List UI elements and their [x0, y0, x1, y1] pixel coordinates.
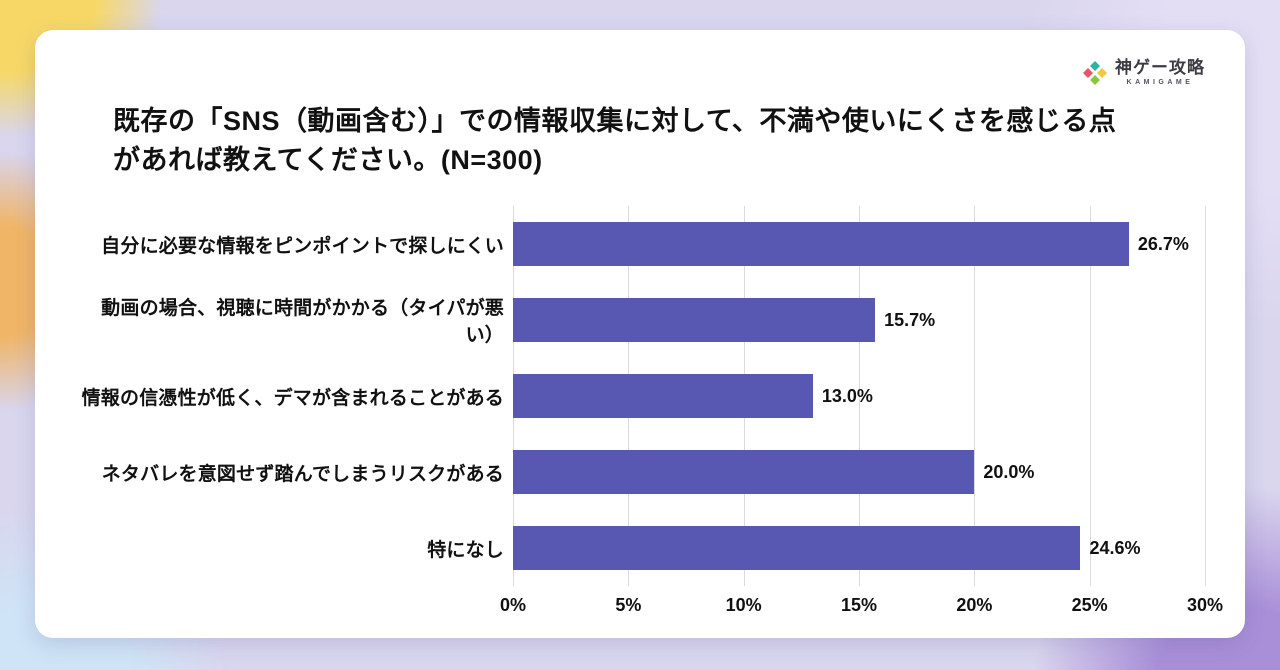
category-label: 自分に必要な情報をピンポイントで探しにくい: [101, 235, 504, 257]
category-labels: 自分に必要な情報をピンポイントで探しにくい動画の場合、視聴に時間がかかる（タイパ…: [75, 206, 513, 620]
bar: [513, 374, 813, 419]
bar-row: 15.7%: [513, 282, 1205, 358]
chart-rows: 26.7% 15.7% 13.0% 20.0% 24.6%: [513, 206, 1205, 586]
bar: [513, 298, 876, 343]
gridline: [974, 206, 976, 587]
category-label: 動画の場合、視聴に時間がかかる（タイパが悪い）: [101, 298, 504, 347]
bar: [513, 222, 1129, 267]
kamigame-logo: 神ゲー攻略 KAMIGAME: [1082, 56, 1205, 90]
category-label: 情報の信憑性が低く、デマが含まれることがある: [81, 387, 504, 409]
gridline: [1089, 206, 1091, 587]
bar-value-label: 20.0%: [983, 461, 1035, 482]
x-tick-label: 20%: [956, 595, 993, 616]
x-tick-label: 25%: [1071, 595, 1108, 616]
logo-row: 神ゲー攻略 KAMIGAME: [75, 56, 1205, 90]
category-label: ネタバレを意図せず踏んでしまうリスクがある: [101, 463, 504, 485]
bar-value-label: 15.7%: [884, 309, 936, 330]
logo-name: 神ゲー攻略: [1115, 58, 1205, 78]
bar: [513, 450, 975, 495]
bar-row: 26.7%: [513, 206, 1205, 282]
chart-title: 既存の「SNS（動画含む）」での情報収集に対して、不満や使いにくさを感じる点があ…: [113, 106, 1117, 176]
gridline: [1205, 206, 1206, 587]
x-tick-label: 5%: [615, 595, 642, 616]
x-tick-label: 30%: [1186, 595, 1224, 616]
x-tick-label: 0%: [499, 595, 527, 616]
gridline: [859, 206, 860, 587]
chart-card: 神ゲー攻略 KAMIGAME 既存の「SNS（動画含む）」での情報収集に対して、…: [35, 30, 1245, 638]
bar: [513, 526, 1081, 571]
bar-value-label: 13.0%: [821, 385, 873, 406]
logo-subtitle: KAMIGAME: [1126, 79, 1194, 86]
bar-chart: 自分に必要な情報をピンポイントで探しにくい動画の場合、視聴に時間がかかる（タイパ…: [75, 206, 1223, 620]
plot-area: 26.7% 15.7% 13.0% 20.0% 24.6% 0% 5% 10% 15% 20% 2…: [500, 206, 1223, 620]
bar-value-label: 26.7%: [1137, 233, 1189, 254]
bar-value-label: 24.6%: [1089, 537, 1141, 558]
x-tick-label: 15%: [840, 595, 878, 616]
logo-text: 神ゲー攻略 KAMIGAME: [1115, 59, 1205, 86]
bar-row: 20.0%: [513, 434, 1205, 510]
x-axis: 0% 5% 10% 15% 20% 25% 30%: [500, 586, 1223, 620]
bar-row: 24.6%: [513, 510, 1205, 586]
category-label: 特になし: [427, 539, 504, 561]
kamigame-logo-icon: [1082, 60, 1108, 86]
bar-row: 13.0%: [513, 358, 1205, 434]
x-tick-label: 10%: [725, 595, 762, 616]
